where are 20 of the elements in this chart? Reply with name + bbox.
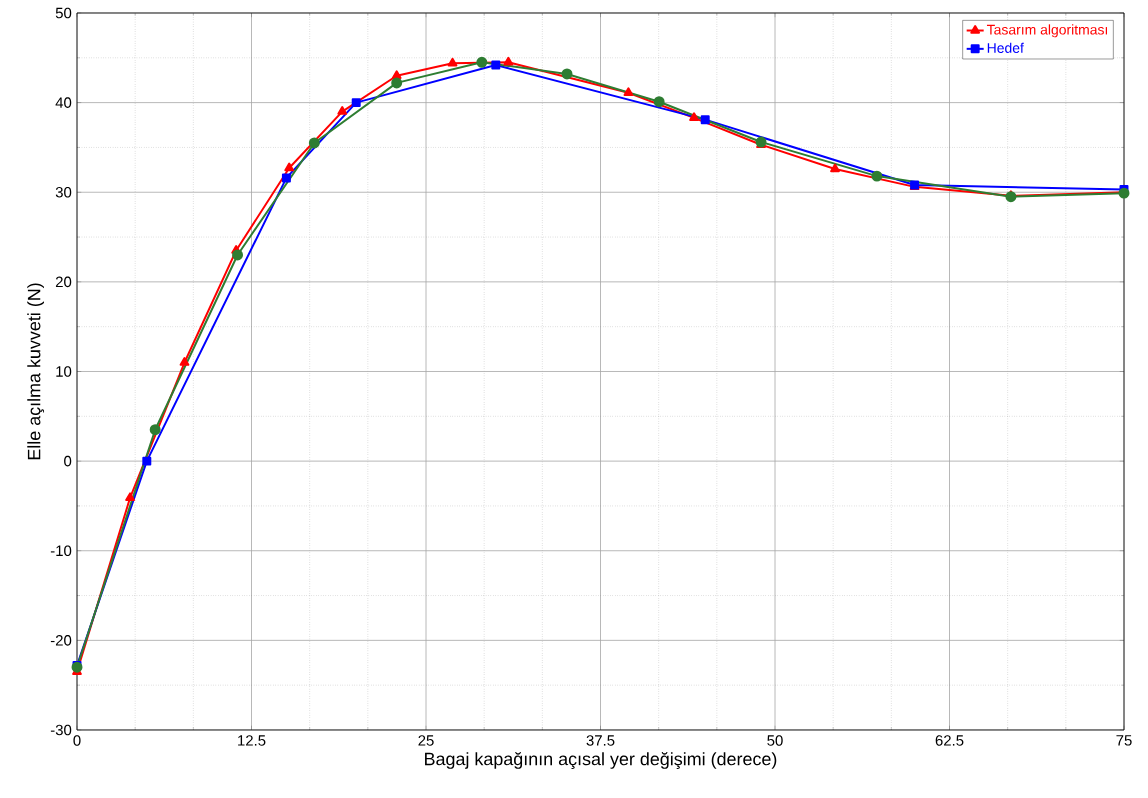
y-tick-label: -20: [50, 635, 72, 646]
x-tick-label: 12.5: [238, 735, 266, 746]
x-tick-label: 37.5: [586, 735, 615, 746]
legend-label: Tasarım algoritması: [986, 24, 1107, 38]
y-tick-label: -30: [50, 724, 72, 736]
x-tick-label: 62.5: [935, 735, 964, 746]
y-axis-title: Elle açılma kuvveti (N): [27, 283, 45, 460]
y-tick-label: 50: [55, 7, 72, 19]
x-tick-label: 50: [767, 735, 783, 746]
y-tick-label: 10: [56, 366, 72, 377]
y-tick-label: 30: [55, 186, 72, 198]
y-tick-label: 0: [64, 455, 72, 467]
x-tick-label: 25: [418, 735, 434, 746]
x-tick-label: 75: [1116, 735, 1132, 746]
y-tick-label: 40: [55, 97, 72, 108]
x-tick-label: 0: [73, 735, 81, 746]
legend-label: Hedef: [987, 42, 1024, 53]
y-tick-label: 20: [55, 276, 72, 288]
x-axis-title: Bagaj kapağının açısal yer değişimi (derece): [425, 751, 777, 769]
y-tick-label: -10: [50, 545, 72, 557]
